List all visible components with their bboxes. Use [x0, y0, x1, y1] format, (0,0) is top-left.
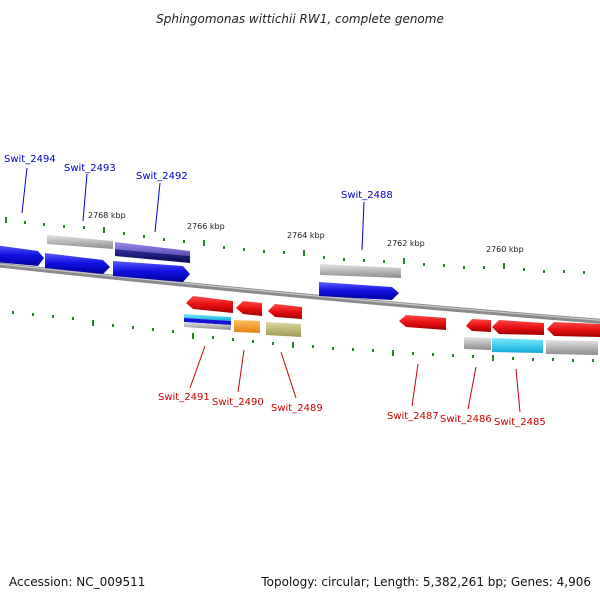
gene-arrow-right-edge[interactable] [547, 322, 600, 337]
gene-arrow-swit-2487[interactable] [399, 315, 446, 330]
gene-arrow-swit-2492[interactable] [113, 261, 190, 282]
gene-feature-swit-2491-gray[interactable] [184, 322, 231, 330]
gene-arrow-swit-2493[interactable] [45, 253, 110, 274]
kbp-label: 2764 kbp [287, 231, 325, 240]
upper-tick-track [5, 217, 585, 274]
gene-label-swit-2489[interactable]: Swit_2489 [271, 403, 323, 414]
gene-arrow-swit-2485[interactable] [492, 320, 544, 335]
gene-label-swit-2494[interactable]: Swit_2494 [4, 154, 56, 165]
genome-summary-text: Topology: circular; Length: 5,382,261 bp… [260, 575, 591, 589]
gene-label-swit-2491[interactable]: Swit_2491 [158, 392, 210, 403]
gene-feature-swit-2492-purple[interactable] [115, 242, 190, 256]
gene-feature-swit-2493-gray[interactable] [47, 235, 113, 249]
bottom-leader-lines [189, 345, 521, 413]
gene-label-swit-2488[interactable]: Swit_2488 [341, 190, 393, 201]
genome-backbone [0, 262, 600, 324]
kbp-label: 2768 kbp [88, 211, 126, 220]
genome-backbone-highlight [0, 263, 600, 321]
kbp-label: 2760 kbp [486, 245, 524, 254]
gene-feature-swit-2491-cyan[interactable] [184, 314, 231, 321]
gene-arrow-swit-2490[interactable] [236, 301, 262, 316]
gene-arrow-swit-2486[interactable] [466, 319, 491, 332]
gene-arrow-swit-2489[interactable] [268, 304, 302, 319]
gene-feature-swit-2489-olive[interactable] [266, 322, 301, 337]
gene-arrow-swit-2494[interactable] [0, 245, 44, 266]
gene-label-swit-2486[interactable]: Swit_2486 [440, 414, 492, 425]
gene-feature-swit-2490-orange[interactable] [234, 320, 260, 333]
gene-label-swit-2492[interactable]: Swit_2492 [136, 171, 188, 182]
gene-label-swit-2490[interactable]: Swit_2490 [212, 397, 264, 408]
kbp-label: 2762 kbp [387, 239, 425, 248]
gene-feature-right-gray[interactable] [546, 340, 598, 355]
kbp-label: 2766 kbp [187, 222, 225, 231]
gene-feature-swit-2492-navy[interactable] [115, 249, 190, 263]
gene-feature-swit-2491-blue[interactable] [184, 318, 231, 325]
gene-label-swit-2493[interactable]: Swit_2493 [64, 163, 116, 174]
gene-feature-swit-2488-gray[interactable] [320, 264, 401, 278]
map-title: Sphingomonas wittichii RW1, complete gen… [156, 12, 444, 26]
lower-tick-track [12, 311, 594, 362]
gene-feature-swit-2486-gray[interactable] [464, 337, 491, 350]
gene-feature-swit-2485-cyan[interactable] [492, 338, 543, 353]
accession-text: Accession: NC_009511 [9, 575, 145, 589]
gene-label-swit-2485[interactable]: Swit_2485 [494, 417, 546, 428]
gene-label-swit-2487[interactable]: Swit_2487 [387, 411, 439, 422]
gene-arrow-swit-2491[interactable] [186, 296, 233, 313]
gene-arrow-swit-2488[interactable] [319, 282, 399, 300]
top-leader-lines [21, 167, 365, 251]
